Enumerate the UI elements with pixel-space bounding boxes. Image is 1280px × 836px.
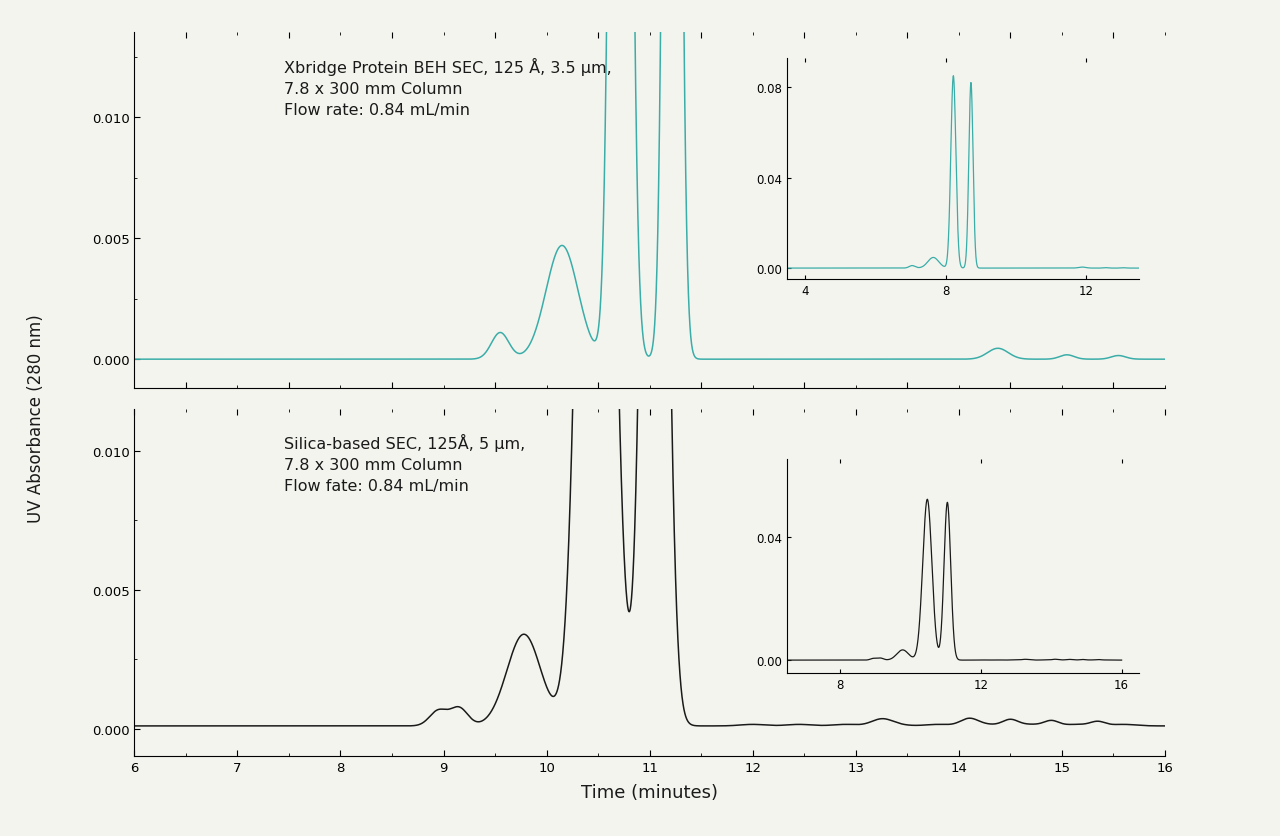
Text: Xbridge Protein BEH SEC, 125 Å, 3.5 μm,
7.8 x 300 mm Column
Flow rate: 0.84 mL/m: Xbridge Protein BEH SEC, 125 Å, 3.5 μm, … xyxy=(284,59,612,118)
Text: Silica-based SEC, 125Å, 5 μm,
7.8 x 300 mm Column
Flow fate: 0.84 mL/min: Silica-based SEC, 125Å, 5 μm, 7.8 x 300 … xyxy=(284,434,525,494)
X-axis label: Time (minutes): Time (minutes) xyxy=(581,782,718,801)
Text: UV Absorbance (280 nm): UV Absorbance (280 nm) xyxy=(27,314,45,522)
